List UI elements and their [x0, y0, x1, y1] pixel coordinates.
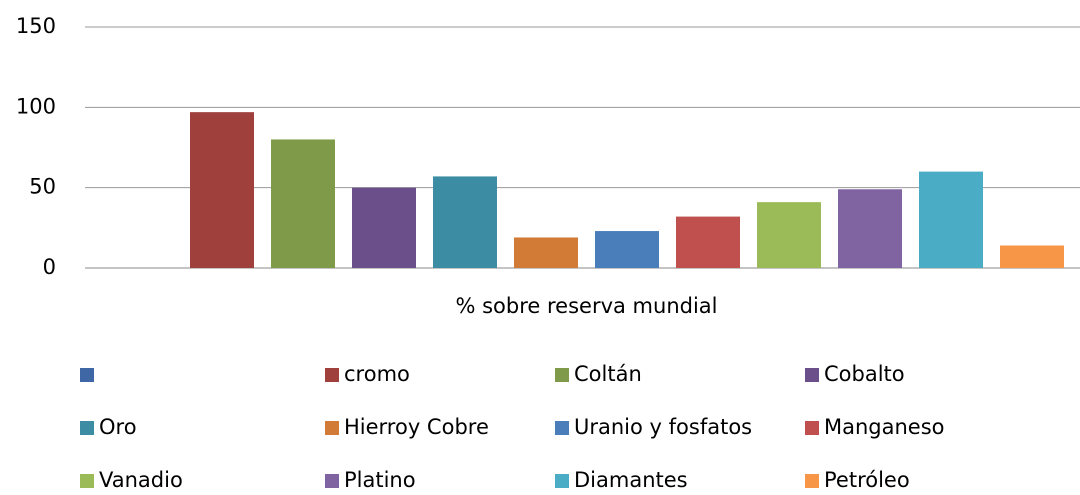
- legend-label: Cobalto: [824, 362, 905, 386]
- legend-label: Platino: [344, 468, 416, 492]
- legend-label: Petróleo: [824, 468, 910, 492]
- legend-label: Oro: [99, 415, 137, 439]
- bar: [919, 171, 983, 268]
- bar: [1000, 245, 1064, 268]
- bar: [433, 176, 497, 268]
- legend-label: cromo: [344, 362, 410, 386]
- legend-swatch: [80, 421, 94, 435]
- legend-swatch: [805, 368, 819, 382]
- x-tick-label: % sobre reserva mundial: [455, 294, 717, 318]
- legend-swatch: [555, 368, 569, 382]
- legend-label: Hierroy Cobre: [344, 415, 489, 439]
- bar: [352, 187, 416, 268]
- legend-swatch: [805, 421, 819, 435]
- legend-label: Diamantes: [574, 468, 688, 492]
- legend-swatch: [325, 474, 339, 488]
- legend-swatch: [555, 421, 569, 435]
- legend-swatch: [80, 474, 94, 488]
- bar: [595, 231, 659, 268]
- y-tick-label: 0: [43, 255, 56, 279]
- bar: [838, 189, 902, 268]
- bar: [271, 139, 335, 268]
- legend-swatch: [555, 474, 569, 488]
- y-tick-label: 150: [16, 14, 56, 38]
- bar: [757, 202, 821, 268]
- legend-label: Coltán: [574, 362, 642, 386]
- legend-label: Uranio y fosfatos: [574, 415, 752, 439]
- bar: [190, 112, 254, 268]
- legend-label: Manganeso: [824, 415, 945, 439]
- legend-swatch: [805, 474, 819, 488]
- y-tick-label: 50: [29, 175, 56, 199]
- legend-swatch: [325, 368, 339, 382]
- bar: [676, 216, 740, 268]
- legend-swatch: [80, 368, 94, 382]
- bar: [514, 237, 578, 268]
- y-tick-label: 100: [16, 94, 56, 118]
- legend-swatch: [325, 421, 339, 435]
- legend-label: Vanadio: [99, 468, 183, 492]
